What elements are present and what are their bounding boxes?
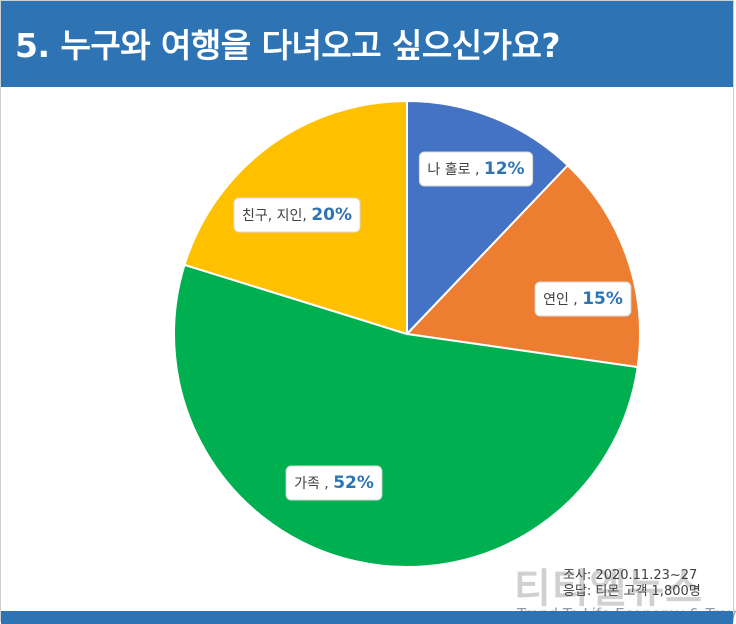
data-label-text: 나 홀로 , 12% — [427, 159, 524, 179]
chart-title: 5. 누구와 여행을 다녀오고 싶으신가요? — [15, 26, 561, 65]
survey-info: 조사: 2020.11.23~27 응답: 티몬 고객 1,800명 — [563, 568, 701, 600]
data-label-box — [233, 197, 361, 233]
survey-period: 조사: 2020.11.23~27 — [563, 568, 698, 583]
data-label-box — [418, 151, 534, 187]
data-label: 가족 , 52% — [285, 465, 383, 501]
data-label: 친구, 지인, 20% — [233, 197, 361, 233]
data-label-text: 친구, 지인, 20% — [242, 205, 352, 225]
slice-value-label: 52% — [333, 473, 374, 493]
data-label-text: 연인 , 15% — [543, 289, 623, 309]
slice-value-label: 20% — [311, 205, 352, 225]
title-bar: 5. 누구와 여행을 다녀오고 싶으신가요? — [1, 1, 733, 87]
pie-slice — [404, 163, 641, 369]
data-label-box — [534, 281, 632, 317]
bottom-bar — [1, 611, 733, 624]
slice-category-label: 친구, 지인, — [242, 208, 311, 224]
slice-value-label: 15% — [582, 289, 623, 309]
slice-category-label: 연인 , — [543, 292, 582, 308]
data-label-text: 가족 , 52% — [294, 473, 374, 493]
data-label: 나 홀로 , 12% — [418, 151, 534, 187]
slice-category-label: 나 홀로 , — [427, 162, 483, 178]
survey-respondents: 응답: 티몬 고객 1,800명 — [563, 584, 701, 599]
slice-value-label: 12% — [484, 159, 525, 179]
watermark-logo: 티티엘뉴스 — [514, 566, 703, 612]
data-label-box — [285, 465, 383, 501]
slice-category-label: 가족 , — [294, 476, 333, 492]
data-label: 연인 , 15% — [534, 281, 632, 317]
